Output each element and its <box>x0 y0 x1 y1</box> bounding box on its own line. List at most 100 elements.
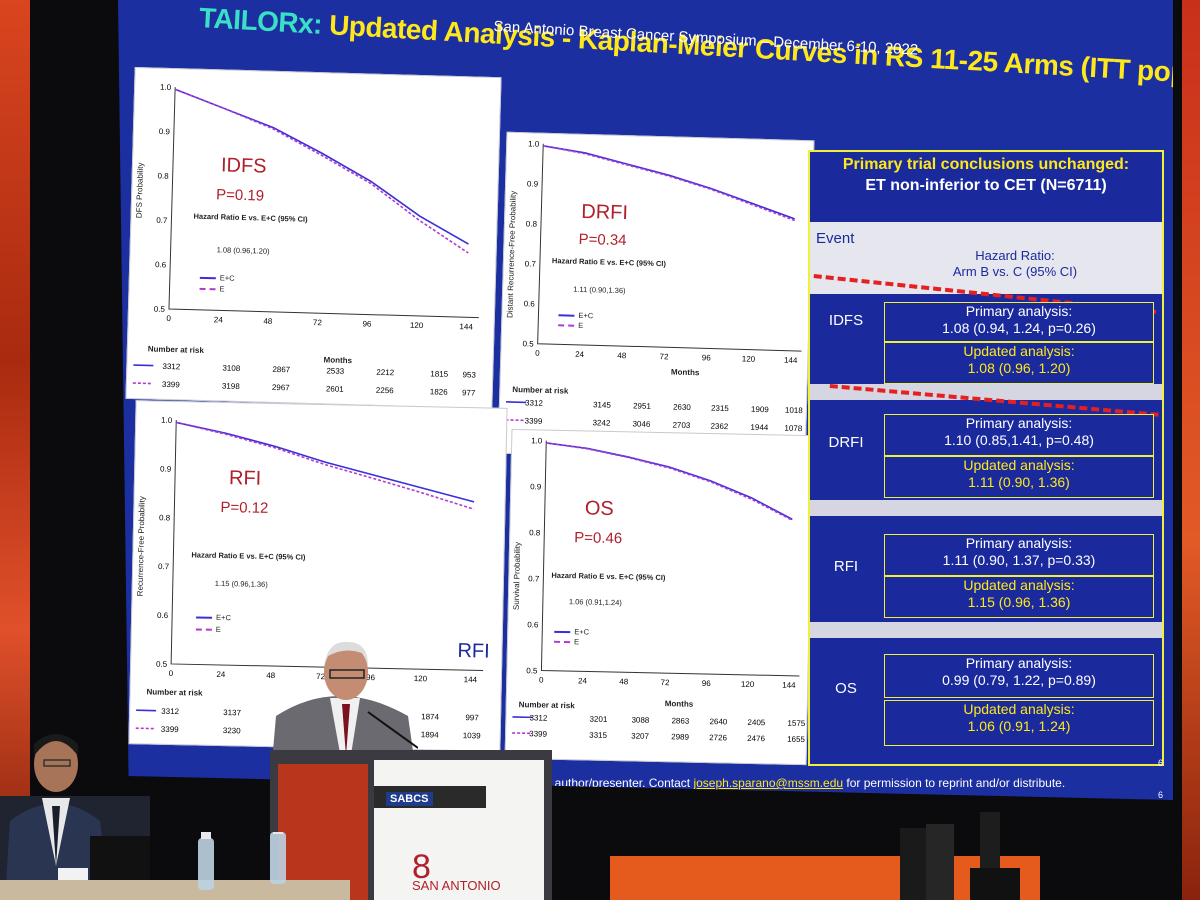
projection-screen: TAILORx: Updated Analysis - Kaplan-Meier… <box>118 0 1173 800</box>
slide-title-brand: TAILORx: <box>198 2 323 40</box>
y-tick-label: 0.8 <box>157 171 169 180</box>
risk-count: 2533 <box>326 366 345 376</box>
risk-count: 3145 <box>593 400 612 410</box>
p-value: P=0.46 <box>574 529 623 548</box>
table-heading-line2: ET non-inferior to CET (N=6711) <box>865 177 1107 194</box>
row-separator <box>810 384 1162 400</box>
km-curve-e <box>176 421 475 510</box>
risk-count: 3399 <box>524 416 543 426</box>
risk-count: 3201 <box>589 715 608 724</box>
sabcs-logo: SABCS <box>386 792 433 806</box>
podium-logo-mark: 8 <box>412 848 431 886</box>
risk-legend-line <box>133 364 154 367</box>
metric-label: RFI <box>228 467 262 490</box>
risk-count: 2362 <box>710 422 729 432</box>
x-axis-title: Months <box>670 367 700 378</box>
y-tick-label: 0.7 <box>525 259 537 268</box>
stage-left-backdrop <box>0 0 30 900</box>
page-number: 6 <box>1157 790 1163 800</box>
legend-ec: E+C <box>199 273 235 283</box>
y-tick-label: 0.9 <box>159 127 171 136</box>
stage-light-panel <box>610 856 1040 900</box>
km-curve-ec <box>176 421 475 503</box>
risk-count: 3046 <box>632 419 651 429</box>
legend-ec: E+C <box>196 612 231 622</box>
km-curve-e <box>543 145 795 222</box>
risk-count: 1826 <box>430 387 449 397</box>
x-tick-label: 144 <box>459 322 473 331</box>
axis-line <box>537 143 802 352</box>
y-tick-label: 0.6 <box>157 611 169 620</box>
legend-e: E <box>554 637 579 646</box>
risk-count: 3198 <box>222 382 241 392</box>
x-tick-label: 48 <box>266 671 276 680</box>
x-tick-label: 72 <box>316 672 326 681</box>
risk-count: 2212 <box>376 368 395 378</box>
hazard-ratio-value: 1.11 (0.90,1.36) <box>573 284 626 296</box>
y-tick-label: 0.7 <box>528 574 540 583</box>
risk-count: 3088 <box>631 715 650 724</box>
podium-text: SAN ANTONIO <box>412 878 501 893</box>
km-axes: 1.0 0.9 0.8 0.7 0.6 0.50 24 48 72 96 120 144 3312 313… <box>135 416 484 740</box>
contact-email-link[interactable]: joseph.sparano@mssm.edu <box>693 776 844 790</box>
risk-count: 3137 <box>223 708 242 717</box>
column-hazard-ratio-title: Hazard Ratio: <box>975 248 1055 263</box>
risk-count: 1575 <box>787 719 806 728</box>
x-tick-label: 24 <box>575 350 585 359</box>
legend-ec: E+C <box>558 310 593 320</box>
risk-count: 2640 <box>709 717 728 726</box>
cell-rfi-updated: Updated analysis: 1.15 (0.96, 1.36) <box>884 576 1154 618</box>
axis-line <box>168 87 479 319</box>
row-event-idfs: IDFS <box>828 312 864 329</box>
risk-count: 1894 <box>421 730 440 739</box>
hazard-ratio-value: 1.08 (0.96,1.20) <box>216 245 270 256</box>
y-tick-label: 0.9 <box>530 482 542 491</box>
risk-count: 1018 <box>785 406 804 416</box>
corner-label: RFI <box>457 639 490 663</box>
risk-count: 3312 <box>162 362 181 372</box>
km-axes: 1.0 0.9 0.8 0.7 0.6 0.50 24 48 72 96 120 144 3312 310… <box>132 83 479 398</box>
km-axes: 1.0 0.9 0.8 0.7 0.6 0.50 24 48 72 96 120 144 3312 320… <box>512 436 806 744</box>
legend-ec: E+C <box>554 627 589 637</box>
risk-table-header: Number at risk <box>146 687 203 698</box>
risk-count: 2601 <box>326 384 345 394</box>
legend-e: E <box>195 624 221 634</box>
km-plot-idfs: 1.0 0.9 0.8 0.7 0.6 0.5 0 24 48 72 96 120 144 3312 310… <box>125 66 502 410</box>
x-tick-label: 120 <box>410 321 424 330</box>
km-curve-ec <box>546 442 793 521</box>
slide-footer: he author/presenter. Contact joseph.spar… <box>538 776 1066 790</box>
y-tick-label: 0.5 <box>522 339 534 348</box>
risk-count: 3108 <box>222 364 241 374</box>
risk-count: 2703 <box>672 421 691 431</box>
x-tick-label: 48 <box>617 351 627 360</box>
metric-label: OS <box>584 497 614 521</box>
y-tick-label: 0.6 <box>155 260 167 269</box>
p-value: P=0.19 <box>215 186 265 205</box>
y-tick-label: 0.9 <box>527 179 539 188</box>
risk-count: 2256 <box>376 386 395 396</box>
cell-drfi-primary: Primary analysis: 1.10 (0.85,1.41, p=0.48… <box>884 414 1154 456</box>
risk-count: 3242 <box>592 418 611 428</box>
x-axis-title: Months <box>323 355 353 366</box>
axis-line <box>540 440 800 677</box>
x-tick-label: 24 <box>216 670 226 679</box>
x-tick-label: 144 <box>784 356 798 365</box>
table-column-header <box>810 222 1162 294</box>
risk-count: 1078 <box>784 424 803 434</box>
km-curve-e <box>174 88 469 254</box>
y-tick-label: 1.0 <box>160 83 172 92</box>
risk-count: 2989 <box>671 732 690 741</box>
podium: SABCS 8 SAN ANTONIO <box>270 750 552 900</box>
cell-drfi-updated: Updated analysis: 1.11 (0.90, 1.36) <box>884 456 1154 498</box>
x-tick-label: 120 <box>741 680 755 689</box>
axis-line <box>170 419 484 671</box>
risk-table-header: Number at risk <box>518 700 575 711</box>
risk-table-header: Number at risk <box>512 385 569 396</box>
km-axes: 1.0 0.9 0.8 0.7 0.6 0.50 24 48 72 96 120 144 3312 314… <box>505 139 804 434</box>
risk-count: 2967 <box>272 383 291 393</box>
risk-table-header: Number at risk <box>147 344 204 355</box>
row-event-rfi: RFI <box>833 558 859 575</box>
risk-count: 3399 <box>529 729 548 738</box>
risk-count: 3207 <box>631 731 650 740</box>
risk-count: 2863 <box>671 716 690 725</box>
